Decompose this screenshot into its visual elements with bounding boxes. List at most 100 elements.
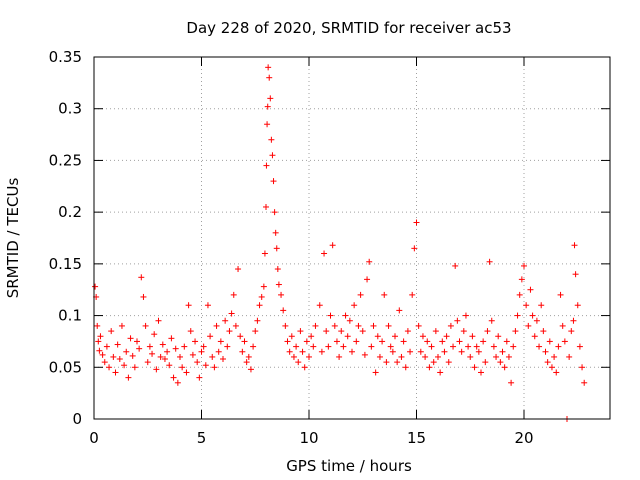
data-point	[217, 338, 224, 345]
data-point	[409, 291, 416, 298]
data-point	[445, 359, 452, 366]
data-point	[118, 322, 125, 329]
data-point	[121, 362, 128, 369]
data-point	[518, 276, 525, 283]
y-tick-label: 0.1	[58, 307, 82, 325]
data-point	[553, 369, 560, 376]
data-point	[254, 317, 261, 324]
data-point	[308, 333, 315, 340]
data-point	[501, 364, 508, 371]
data-point	[310, 343, 317, 350]
data-point	[312, 322, 319, 329]
data-point	[189, 351, 196, 358]
data-point	[392, 333, 398, 340]
data-point	[396, 307, 403, 314]
data-point	[123, 348, 130, 355]
data-point	[295, 359, 302, 366]
data-point	[241, 338, 248, 345]
y-tick-label: 0.05	[49, 358, 82, 376]
data-point	[127, 335, 134, 342]
data-point	[551, 353, 558, 360]
data-point	[571, 242, 578, 249]
data-point	[521, 262, 527, 269]
x-tick-label: 5	[197, 429, 207, 447]
data-point	[151, 331, 158, 338]
data-point	[398, 353, 405, 360]
data-point	[523, 302, 530, 309]
x-tick-label: 0	[89, 429, 99, 447]
data-point	[510, 343, 517, 350]
data-point	[92, 283, 99, 290]
data-point	[213, 322, 220, 329]
x-tick-label: 20	[514, 429, 533, 447]
data-point	[544, 359, 551, 366]
chart-title: Day 228 of 2020, SRMTID for receiver ac5…	[186, 19, 511, 37]
data-point	[316, 302, 323, 309]
data-point	[456, 338, 463, 345]
data-point	[480, 338, 487, 345]
data-point	[503, 338, 510, 345]
y-tick-label: 0.15	[49, 255, 82, 273]
data-point	[179, 364, 186, 371]
data-point	[559, 322, 566, 329]
data-point	[153, 366, 160, 373]
data-point	[349, 348, 355, 355]
data-point	[106, 364, 113, 371]
data-point	[370, 322, 377, 329]
data-point	[331, 322, 338, 329]
data-point	[417, 348, 424, 355]
data-point	[174, 379, 181, 386]
data-point	[268, 136, 275, 143]
data-point	[230, 291, 237, 298]
data-point	[226, 328, 233, 335]
data-point	[548, 364, 555, 371]
data-point	[134, 338, 140, 345]
data-point	[129, 352, 136, 359]
data-point	[497, 359, 504, 366]
data-point	[146, 343, 153, 350]
data-point	[94, 322, 101, 329]
data-point	[237, 333, 244, 340]
data-point	[222, 317, 229, 324]
data-point	[439, 338, 446, 345]
data-point	[192, 338, 199, 345]
data-point	[198, 348, 205, 355]
data-point	[327, 312, 334, 319]
data-point	[381, 291, 388, 298]
data-point	[252, 328, 259, 335]
data-point	[404, 328, 411, 335]
data-point	[183, 369, 190, 376]
data-point	[357, 291, 364, 298]
data-point	[505, 353, 512, 360]
data-point	[364, 276, 371, 283]
data-point	[299, 348, 306, 355]
data-point	[140, 293, 147, 300]
data-point	[493, 353, 500, 360]
data-point	[478, 369, 484, 376]
data-point	[529, 312, 536, 319]
data-point	[424, 338, 431, 345]
data-point	[467, 353, 474, 360]
data-point	[376, 353, 383, 360]
data-point	[280, 307, 287, 314]
data-point	[514, 312, 521, 319]
data-point	[301, 364, 308, 371]
data-point	[540, 328, 547, 335]
data-point	[430, 359, 437, 366]
data-point	[239, 348, 246, 355]
data-point	[460, 328, 467, 335]
data-point	[116, 356, 123, 363]
data-point	[566, 353, 573, 360]
data-point	[211, 364, 218, 371]
data-point	[224, 343, 231, 350]
data-point	[385, 322, 392, 329]
data-point	[272, 229, 279, 236]
data-point	[383, 359, 390, 366]
data-point	[450, 343, 457, 350]
data-point	[177, 353, 183, 360]
plot-frame	[93, 56, 611, 420]
data-point	[125, 374, 132, 381]
data-point	[482, 359, 489, 366]
data-point	[389, 348, 396, 355]
data-point	[293, 343, 300, 350]
